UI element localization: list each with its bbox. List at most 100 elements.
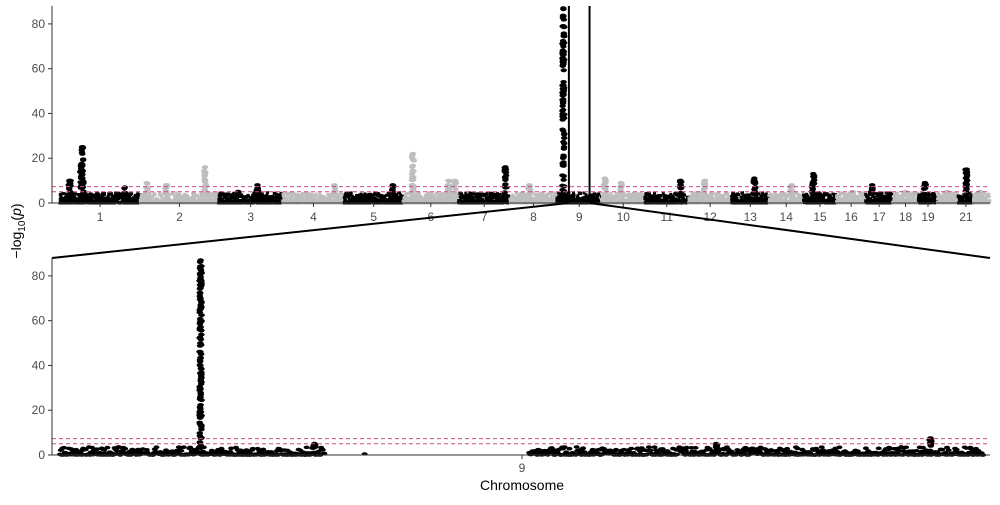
peak-top-point [868, 183, 876, 188]
peak-point [410, 175, 417, 180]
snp-point [863, 197, 867, 201]
snp-point [72, 192, 76, 196]
snp-point [442, 192, 446, 196]
snp-point [662, 197, 666, 201]
snp-point [121, 197, 125, 201]
snp-point [201, 195, 205, 199]
snp-point [545, 194, 549, 198]
snp-point [727, 195, 731, 199]
snp-point [207, 195, 211, 199]
snp-point [909, 194, 913, 198]
peak-top-point [79, 145, 86, 150]
peak-point [78, 148, 85, 153]
snp-point [739, 195, 743, 199]
peak-point [559, 127, 566, 132]
snp-point [62, 192, 66, 196]
snp-point [614, 196, 618, 200]
snp-point [596, 198, 600, 202]
snp-point [661, 191, 665, 195]
snp-point [864, 192, 868, 196]
snp-point [367, 195, 371, 199]
peak-top-point [701, 178, 709, 183]
snp-point [472, 192, 476, 196]
snp-point [907, 197, 911, 201]
snp-point [377, 193, 381, 197]
snp-point [785, 195, 789, 199]
snp-point [277, 193, 281, 197]
snp-point [307, 196, 311, 200]
snp-point [78, 197, 82, 201]
peak-point [560, 189, 568, 194]
snp-point [418, 197, 422, 201]
peak-point [560, 139, 567, 144]
snp-point [101, 199, 105, 203]
snp-point [740, 191, 744, 195]
peak-point [78, 173, 86, 178]
snp-point [431, 196, 435, 200]
snp-point [571, 195, 575, 199]
snp-point [554, 194, 558, 198]
snp-point [591, 195, 595, 199]
snp-point [73, 195, 77, 199]
snp-point [417, 192, 421, 196]
peak-point [501, 184, 509, 189]
snp-point [108, 197, 112, 201]
snp-point [717, 192, 721, 196]
snp-point [563, 195, 567, 199]
snp-point [546, 192, 550, 196]
peak-point [65, 182, 72, 187]
snp-point [725, 197, 729, 201]
snp-point [458, 195, 462, 199]
snp-point [932, 193, 936, 197]
snp-point [593, 199, 597, 203]
peak-point [410, 194, 417, 199]
snp-point [660, 198, 664, 202]
snp-point [632, 195, 636, 199]
peak-point [78, 194, 85, 199]
snp-point [659, 194, 663, 198]
snp-point [417, 195, 421, 199]
snp-point [191, 194, 195, 198]
snp-point [709, 192, 713, 196]
snp-point [314, 192, 318, 196]
snp-point [718, 194, 722, 198]
snp-point [806, 194, 810, 198]
snp-point [519, 191, 523, 195]
snp-point [165, 198, 169, 202]
chromosome-15-points [802, 171, 838, 205]
snp-point [688, 194, 692, 198]
snp-point [593, 192, 597, 196]
peak-point [142, 191, 149, 196]
snp-point [481, 197, 485, 201]
snp-point [706, 198, 710, 202]
snp-point [583, 195, 587, 199]
peak-point [444, 188, 452, 193]
snp-point [460, 193, 464, 197]
snp-point [630, 199, 634, 203]
snp-point [412, 197, 416, 200]
snp-point [185, 194, 189, 198]
snp-point [128, 194, 132, 198]
snp-point [464, 196, 468, 200]
snp-point [693, 191, 697, 195]
snp-point [634, 192, 638, 196]
peak-point [559, 103, 566, 108]
snp-point [556, 191, 560, 195]
snp-point [195, 193, 199, 197]
snp-point [277, 198, 281, 202]
peak-point [560, 174, 567, 179]
snp-point [314, 194, 318, 198]
snp-point [271, 195, 275, 199]
peak-point [560, 146, 568, 151]
snp-point [148, 196, 152, 200]
snp-point [151, 199, 155, 203]
snp-point [372, 193, 376, 197]
peak-point [809, 187, 817, 192]
snp-point [652, 195, 656, 199]
snp-point [240, 193, 244, 197]
snp-point [818, 192, 822, 196]
snp-point [527, 197, 531, 201]
snp-point [260, 192, 264, 196]
snp-point [303, 198, 307, 202]
